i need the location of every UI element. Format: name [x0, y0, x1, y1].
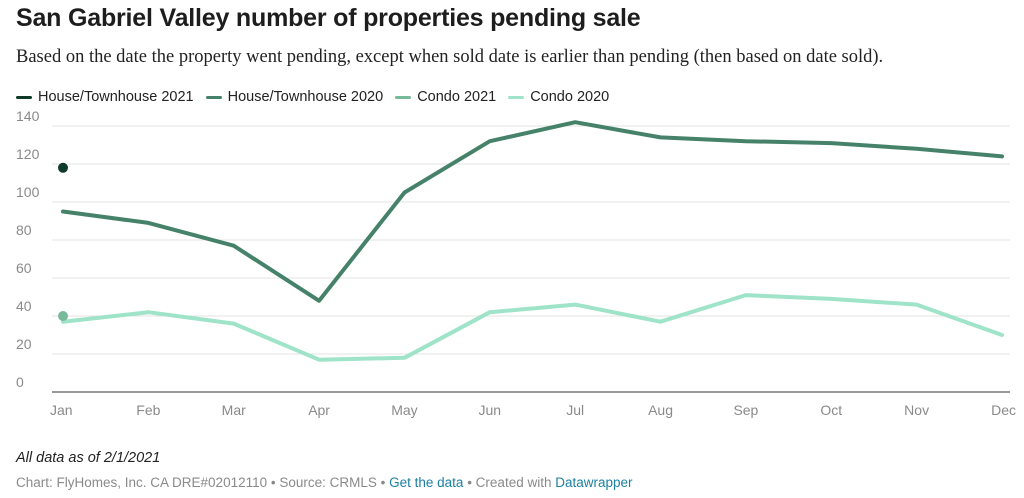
chart-footer: Chart: FlyHomes, Inc. CA DRE#02012110 • …: [16, 475, 633, 490]
datawrapper-link[interactable]: Datawrapper: [555, 475, 633, 490]
get-the-data-link[interactable]: Get the data: [389, 475, 464, 490]
series-line: [61, 120, 1004, 303]
x-tick-label: Dec: [991, 402, 1016, 418]
legend-item-condo-2020: Condo 2020: [508, 89, 609, 105]
y-tick-label: 80: [16, 222, 32, 238]
y-tick-label: 0: [16, 374, 24, 390]
data-point: [58, 162, 68, 173]
legend-item-condo-2021: Condo 2021: [395, 89, 496, 105]
x-tick-label: Jun: [479, 402, 502, 418]
footer-credit: Chart: FlyHomes, Inc. CA DRE#02012110 • …: [16, 475, 386, 490]
y-tick-label: 140: [16, 108, 40, 124]
legend-swatch-condo-2021: [395, 95, 412, 99]
footer-created-with: • Created with: [467, 475, 552, 490]
x-tick-label: Oct: [820, 402, 842, 418]
legend: House/Townhouse 2021 House/Townhouse 202…: [16, 89, 621, 105]
legend-swatch-house-2021: [16, 95, 32, 99]
x-tick-label: Mar: [222, 402, 246, 418]
chart-title: San Gabriel Valley number of properties …: [16, 4, 641, 32]
chart-subtitle: Based on the date the property went pend…: [16, 47, 884, 67]
legend-label-house-2021: House/Townhouse 2021: [38, 89, 194, 105]
x-tick-label: Nov: [904, 402, 929, 418]
chart-notes: All data as of 2/1/2021: [16, 450, 161, 466]
x-tick-label: Sep: [733, 402, 758, 418]
x-tick-label: Feb: [136, 402, 160, 418]
x-tick-label: May: [391, 402, 417, 418]
y-tick-label: 60: [16, 260, 32, 276]
y-tick-label: 100: [16, 184, 40, 200]
legend-item-house-2021: House/Townhouse 2021: [16, 89, 194, 105]
data-point: [58, 311, 68, 321]
x-tick-label: Aug: [648, 402, 673, 418]
legend-label-condo-2020: Condo 2020: [530, 89, 610, 105]
y-tick-label: 20: [16, 336, 32, 352]
x-tick-label: Jul: [566, 402, 584, 418]
legend-swatch-house-2020: [205, 95, 222, 99]
x-tick-label: Jan: [50, 402, 73, 418]
legend-swatch-condo-2020: [508, 95, 525, 99]
legend-label-house-2020: House/Townhouse 2020: [227, 89, 384, 105]
y-tick-label: 120: [16, 146, 40, 162]
legend-label-condo-2021: Condo 2021: [417, 89, 497, 105]
x-tick-label: Apr: [308, 402, 330, 418]
y-tick-label: 40: [16, 298, 32, 314]
legend-item-house-2020: House/Townhouse 2020: [205, 89, 384, 105]
series-line: [61, 293, 1004, 362]
